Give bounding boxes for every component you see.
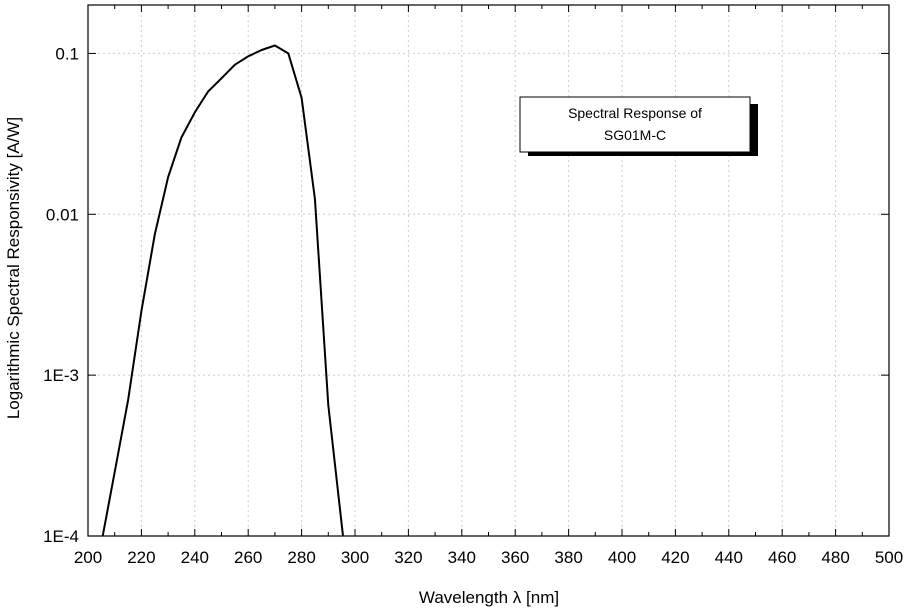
annotation-box: Spectral Response of SG01M-C	[519, 96, 758, 156]
x-tick-label: 480	[821, 548, 849, 567]
x-tick-label: 380	[554, 548, 582, 567]
x-tick-label: 460	[768, 548, 796, 567]
x-tick-label: 320	[394, 548, 422, 567]
x-tick-label: 260	[234, 548, 262, 567]
annotation-line-1: Spectral Response of	[568, 105, 702, 121]
x-tick-label: 500	[875, 548, 903, 567]
annotation-line-2: SG01M-C	[604, 127, 666, 143]
series-line	[101, 44, 344, 537]
x-tick-label: 400	[608, 548, 636, 567]
y-tick-label: 1E-4	[43, 527, 79, 546]
x-tick-label: 200	[74, 548, 102, 567]
grid-lines	[88, 5, 889, 536]
y-axis-tick-labels: 1E-4 1E-3 0.01 0.1	[43, 44, 79, 546]
x-tick-label: 360	[501, 548, 529, 567]
x-axis-tick-labels: 200 220 240 260 280 300 320 340 360 380 400 420 440 4…	[74, 548, 903, 567]
x-tick-label: 280	[287, 548, 315, 567]
x-tick-label: 440	[715, 548, 743, 567]
y-tick-label: 1E-3	[43, 366, 79, 385]
x-tick-label: 300	[341, 548, 369, 567]
y-tick-label: 0.01	[46, 205, 79, 224]
x-tick-label: 240	[181, 548, 209, 567]
annotation-frame	[519, 96, 751, 153]
x-tick-label: 420	[661, 548, 689, 567]
y-tick-label: 0.1	[55, 44, 79, 63]
axis-ticks	[87, 5, 890, 537]
x-tick-label: 340	[448, 548, 476, 567]
x-axis-title: Wavelength λ [nm]	[419, 588, 559, 607]
y-axis-title: Logarithmic Spectral Responsivity [A/W]	[4, 117, 23, 419]
x-tick-label: 220	[127, 548, 155, 567]
plot-frame	[87, 4, 890, 537]
